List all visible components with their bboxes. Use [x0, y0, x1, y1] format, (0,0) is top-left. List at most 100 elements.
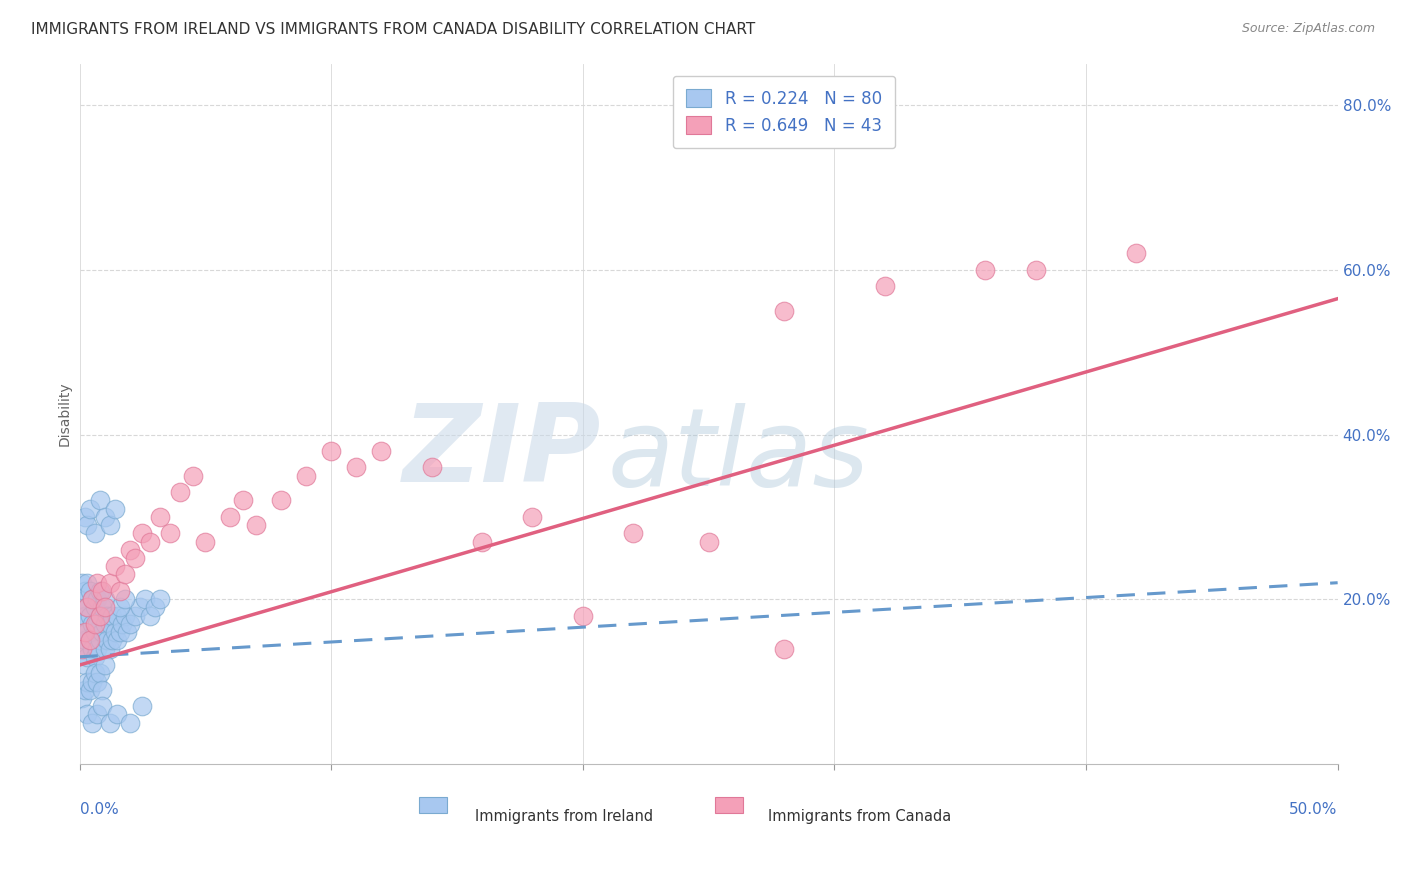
Point [93, 658, 115, 673]
Point [79, 633, 101, 648]
Point [245, 518, 267, 533]
Point [134, 592, 156, 607]
Point [91, 600, 114, 615]
Point [104, 559, 127, 574]
Point [1025, 263, 1047, 277]
Point [621, 526, 644, 541]
Point [101, 608, 124, 623]
Point [73, 583, 96, 598]
Text: Immigrants from Ireland: Immigrants from Ireland [475, 809, 652, 824]
Point [194, 534, 217, 549]
Point [83, 666, 105, 681]
Point [86, 575, 108, 590]
Point [86, 641, 108, 656]
Point [114, 608, 136, 623]
Point [73, 625, 96, 640]
Point [773, 304, 796, 318]
Point [143, 600, 166, 615]
Point [89, 633, 111, 648]
Point [73, 682, 96, 697]
Point [76, 674, 98, 689]
Point [105, 633, 128, 648]
Point [76, 575, 98, 590]
Point [86, 707, 108, 722]
Point [93, 592, 115, 607]
Point [70, 592, 93, 607]
Point [131, 699, 153, 714]
Point [974, 263, 997, 277]
Point [73, 658, 96, 673]
Point [76, 707, 98, 722]
Point [93, 509, 115, 524]
Point [70, 690, 93, 705]
Point [86, 674, 108, 689]
Text: Source: ZipAtlas.com: Source: ZipAtlas.com [1241, 22, 1375, 36]
Point [219, 509, 242, 524]
Point [697, 534, 720, 549]
Point [118, 616, 141, 631]
Point [98, 641, 121, 656]
Point [873, 279, 896, 293]
Point [169, 485, 191, 500]
Point [83, 649, 105, 664]
Point [420, 460, 443, 475]
Point [93, 616, 115, 631]
Point [82, 641, 104, 656]
Point [118, 542, 141, 557]
Point [70, 575, 93, 590]
Point [76, 518, 98, 533]
Point [105, 608, 128, 623]
Text: atlas: atlas [607, 403, 870, 508]
Point [83, 600, 105, 615]
Point [82, 674, 104, 689]
Point [70, 641, 93, 656]
Point [79, 633, 101, 648]
FancyBboxPatch shape [714, 797, 742, 813]
Point [149, 509, 172, 524]
Point [108, 583, 131, 598]
Point [89, 608, 111, 623]
Legend: R = 0.224   N = 80, R = 0.649   N = 43: R = 0.224 N = 80, R = 0.649 N = 43 [673, 76, 896, 148]
Point [76, 600, 98, 615]
Point [73, 509, 96, 524]
Point [139, 534, 162, 549]
Point [96, 608, 118, 623]
Point [98, 616, 121, 631]
Point [124, 551, 146, 566]
Point [98, 518, 121, 533]
Point [70, 616, 93, 631]
Point [79, 501, 101, 516]
Point [471, 534, 494, 549]
Point [76, 600, 98, 615]
Point [131, 526, 153, 541]
Point [89, 666, 111, 681]
Point [159, 526, 181, 541]
Point [321, 444, 343, 458]
Point [370, 444, 392, 458]
Point [124, 608, 146, 623]
Point [79, 608, 101, 623]
Point [118, 715, 141, 730]
Point [522, 509, 544, 524]
Point [104, 501, 127, 516]
Point [270, 493, 292, 508]
Point [114, 567, 136, 582]
Point [91, 583, 114, 598]
Point [98, 575, 121, 590]
Point [89, 493, 111, 508]
Point [108, 625, 131, 640]
Point [295, 468, 318, 483]
Text: 50.0%: 50.0% [1289, 802, 1337, 817]
Point [1125, 246, 1147, 260]
Point [89, 583, 111, 598]
Point [89, 608, 111, 623]
Point [76, 649, 98, 664]
Point [86, 592, 108, 607]
Point [82, 715, 104, 730]
Point [344, 460, 367, 475]
Point [83, 616, 105, 631]
Point [111, 616, 134, 631]
Point [79, 682, 101, 697]
Point [82, 592, 104, 607]
Point [104, 625, 127, 640]
